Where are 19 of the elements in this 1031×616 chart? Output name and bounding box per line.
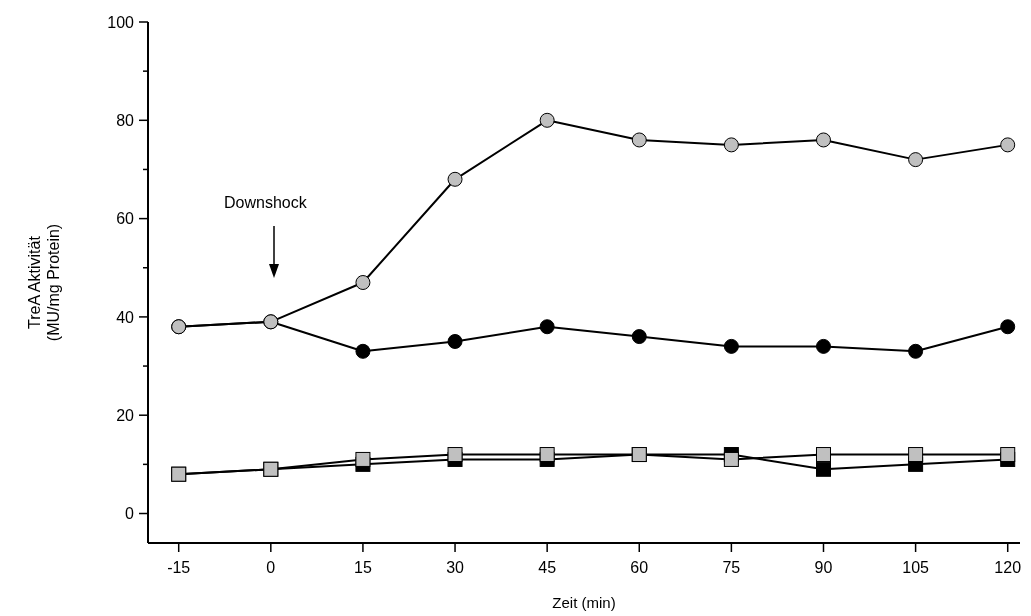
- x-tick-label: -15: [167, 559, 191, 576]
- x-tick-label: 45: [538, 559, 557, 576]
- x-tick-label: 75: [722, 559, 741, 576]
- y-tick-label: 40: [116, 308, 135, 326]
- x-tick-label: 60: [630, 559, 649, 576]
- x-tick-label: 30: [446, 559, 465, 576]
- x-tick-label: 15: [354, 559, 372, 576]
- x-tick-label: 105: [902, 559, 930, 576]
- x-tick-label: 90: [814, 559, 833, 576]
- y-axis-title: TreA Aktivität (MU/mg Protein): [26, 223, 63, 342]
- y-tick-label: 20: [116, 406, 135, 424]
- y-tick-label: 80: [116, 111, 135, 129]
- y-tick-label: 100: [107, 13, 135, 31]
- x-tick-label: 0: [266, 559, 276, 576]
- y-tick-label: 60: [116, 210, 135, 228]
- y-tick-label: 0: [125, 505, 135, 523]
- annotation: Downshock: [224, 194, 308, 211]
- x-tick-label: 120: [994, 559, 1022, 576]
- x-axis-title: Zeit (min): [552, 594, 616, 611]
